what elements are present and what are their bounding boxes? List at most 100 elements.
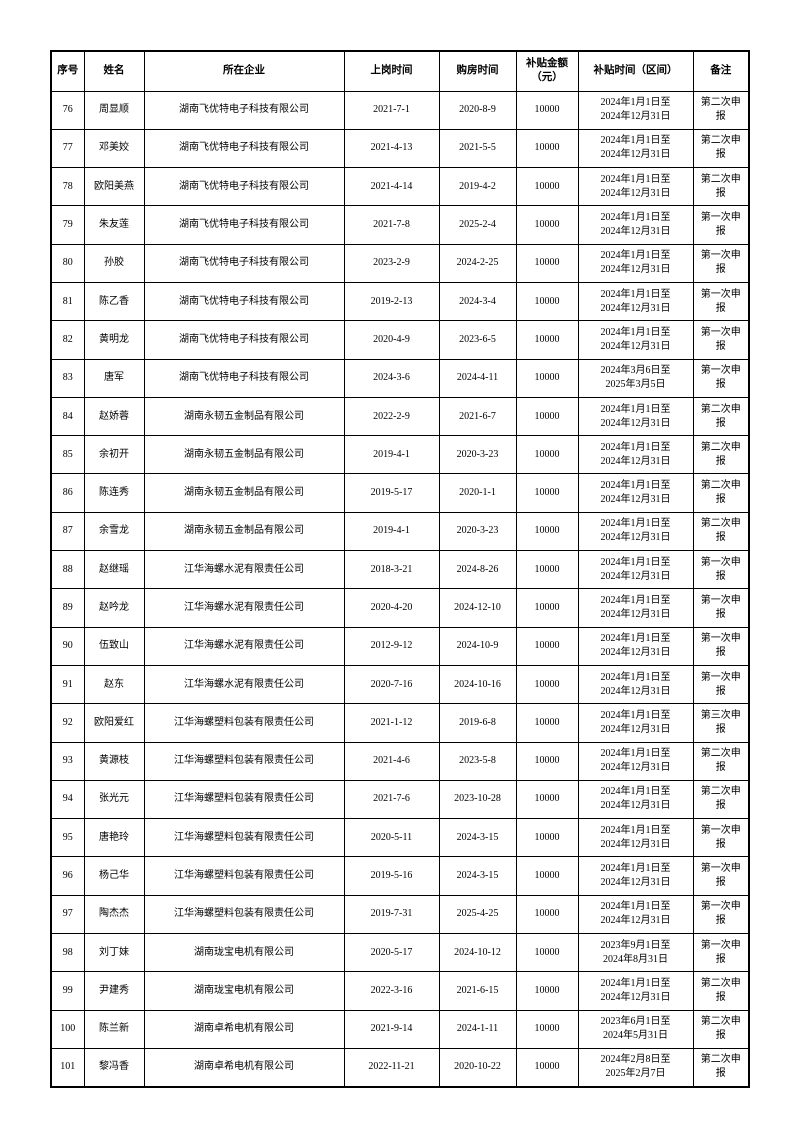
cell-company: 江华海螺水泥有限责任公司 [143, 550, 345, 590]
cell-start-date: 2020-4-9 [343, 320, 440, 360]
cell-amount: 10000 [515, 856, 579, 896]
cell-remark: 第一次申 报 [692, 205, 750, 245]
header-purchase-date: 购房时间 [438, 50, 517, 92]
cell-name: 刘丁妹 [83, 933, 145, 973]
cell-seq: 100 [50, 1009, 85, 1049]
cell-remark: 第一次申 报 [692, 281, 750, 322]
cell-amount: 10000 [515, 320, 579, 360]
cell-name: 邓美姣 [83, 128, 145, 169]
cell-purchase-date: 2020-1-1 [438, 473, 517, 513]
cell-remark: 第二次申 报 [692, 741, 750, 781]
cell-remark: 第一次申 报 [692, 626, 750, 666]
table-row: 85 余初开 湖南永韧五金制品有限公司 2019-4-1 2020-3-23 10000 2… [50, 435, 750, 475]
cell-amount: 10000 [515, 1009, 579, 1049]
cell-name: 陶杰杰 [83, 894, 145, 935]
cell-purchase-date: 2024-1-11 [438, 1009, 517, 1049]
cell-purchase-date: 2021-6-15 [438, 971, 517, 1011]
cell-seq: 92 [50, 703, 85, 743]
cell-amount: 10000 [515, 1047, 579, 1088]
cell-period: 2024年1月1日至 2024年12月31日 [577, 894, 694, 935]
cell-company: 湖南珑宝电机有限公司 [143, 933, 345, 973]
table-row: 100 陈兰新 湖南卓希电机有限公司 2021-9-14 2024-1-11 10000 2… [50, 1009, 750, 1049]
cell-name: 欧阳爱红 [83, 703, 145, 743]
cell-amount: 10000 [515, 167, 579, 207]
cell-amount: 10000 [515, 933, 579, 973]
cell-seq: 84 [50, 396, 85, 437]
header-amount: 补贴金额 （元） [515, 50, 579, 92]
cell-name: 唐艳玲 [83, 818, 145, 858]
cell-purchase-date: 2023-5-8 [438, 741, 517, 781]
cell-start-date: 2019-5-17 [343, 473, 440, 513]
cell-seq: 88 [50, 550, 85, 590]
table-row: 89 赵吟龙 江华海螺水泥有限责任公司 2020-4-20 2024-12-10 1000… [50, 588, 750, 628]
cell-period: 2024年1月1日至 2024年12月31日 [577, 128, 694, 169]
cell-purchase-date: 2024-10-16 [438, 664, 517, 705]
table-row: 90 伍致山 江华海螺水泥有限责任公司 2012-9-12 2024-10-9 10000… [50, 626, 750, 666]
table-row: 88 赵继瑶 江华海螺水泥有限责任公司 2018-3-21 2024-8-26 10000… [50, 550, 750, 590]
cell-seq: 86 [50, 473, 85, 513]
cell-start-date: 2021-9-14 [343, 1009, 440, 1049]
cell-remark: 第一次申 报 [692, 320, 750, 360]
cell-name: 欧阳美燕 [83, 167, 145, 207]
cell-company: 湖南永韧五金制品有限公司 [143, 511, 345, 552]
cell-company: 江华海螺水泥有限责任公司 [143, 664, 345, 705]
cell-company: 湖南卓希电机有限公司 [143, 1047, 345, 1088]
cell-period: 2024年1月1日至 2024年12月31日 [577, 396, 694, 437]
cell-period: 2024年2月8日至 2025年2月7日 [577, 1047, 694, 1088]
cell-remark: 第二次申 报 [692, 435, 750, 475]
cell-start-date: 2019-4-1 [343, 511, 440, 552]
cell-purchase-date: 2020-10-22 [438, 1047, 517, 1088]
cell-period: 2024年1月1日至 2024年12月31日 [577, 90, 694, 130]
cell-company: 江华海螺塑料包装有限责任公司 [143, 856, 345, 896]
cell-remark: 第一次申 报 [692, 818, 750, 858]
cell-purchase-date: 2020-3-23 [438, 435, 517, 475]
header-row: 序号 姓名 所在企业 上岗时间 购房时间 补贴金额 （元） 补贴时间（区间） 备… [50, 50, 750, 92]
cell-purchase-date: 2025-4-25 [438, 894, 517, 935]
cell-company: 湖南飞优特电子科技有限公司 [143, 128, 345, 169]
cell-seq: 87 [50, 511, 85, 552]
cell-amount: 10000 [515, 894, 579, 935]
table-row: 76 周显顺 湖南飞优特电子科技有限公司 2021-7-1 2020-8-9 10000 2… [50, 90, 750, 130]
subsidy-roster-table: 序号 姓名 所在企业 上岗时间 购房时间 补贴金额 （元） 补贴时间（区间） 备… [50, 50, 750, 1088]
cell-start-date: 2021-4-6 [343, 741, 440, 781]
cell-purchase-date: 2020-8-9 [438, 90, 517, 130]
cell-seq: 98 [50, 933, 85, 973]
header-company: 所在企业 [143, 50, 345, 92]
cell-company: 湖南飞优特电子科技有限公司 [143, 281, 345, 322]
cell-purchase-date: 2024-2-25 [438, 243, 517, 283]
cell-start-date: 2021-7-8 [343, 205, 440, 245]
cell-period: 2024年1月1日至 2024年12月31日 [577, 435, 694, 475]
table-row: 87 余雪龙 湖南永韧五金制品有限公司 2019-4-1 2020-3-23 10000 2… [50, 511, 750, 552]
cell-seq: 85 [50, 435, 85, 475]
cell-seq: 77 [50, 128, 85, 169]
cell-name: 陈兰新 [83, 1009, 145, 1049]
cell-period: 2024年1月1日至 2024年12月31日 [577, 741, 694, 781]
cell-company: 江华海螺水泥有限责任公司 [143, 626, 345, 666]
cell-purchase-date: 2024-3-4 [438, 281, 517, 322]
cell-amount: 10000 [515, 971, 579, 1011]
cell-start-date: 2020-5-11 [343, 818, 440, 858]
cell-amount: 10000 [515, 396, 579, 437]
cell-seq: 79 [50, 205, 85, 245]
cell-amount: 10000 [515, 205, 579, 245]
cell-period: 2024年1月1日至 2024年12月31日 [577, 320, 694, 360]
cell-purchase-date: 2024-12-10 [438, 588, 517, 628]
table-row: 98 刘丁妹 湖南珑宝电机有限公司 2020-5-17 2024-10-12 10000 2… [50, 933, 750, 973]
header-remark: 备注 [692, 50, 750, 92]
cell-remark: 第一次申 报 [692, 358, 750, 398]
cell-start-date: 2022-2-9 [343, 396, 440, 437]
cell-company: 湖南飞优特电子科技有限公司 [143, 167, 345, 207]
cell-name: 陈连秀 [83, 473, 145, 513]
cell-amount: 10000 [515, 473, 579, 513]
cell-period: 2024年1月1日至 2024年12月31日 [577, 818, 694, 858]
cell-amount: 10000 [515, 435, 579, 475]
cell-company: 湖南飞优特电子科技有限公司 [143, 320, 345, 360]
cell-seq: 94 [50, 779, 85, 820]
cell-period: 2024年1月1日至 2024年12月31日 [577, 243, 694, 283]
cell-company: 江华海螺塑料包装有限责任公司 [143, 818, 345, 858]
cell-remark: 第一次申 报 [692, 588, 750, 628]
cell-remark: 第二次申 报 [692, 971, 750, 1011]
table-row: 95 唐艳玲 江华海螺塑料包装有限责任公司 2020-5-11 2024-3-15 100… [50, 818, 750, 858]
cell-name: 孙胶 [83, 243, 145, 283]
